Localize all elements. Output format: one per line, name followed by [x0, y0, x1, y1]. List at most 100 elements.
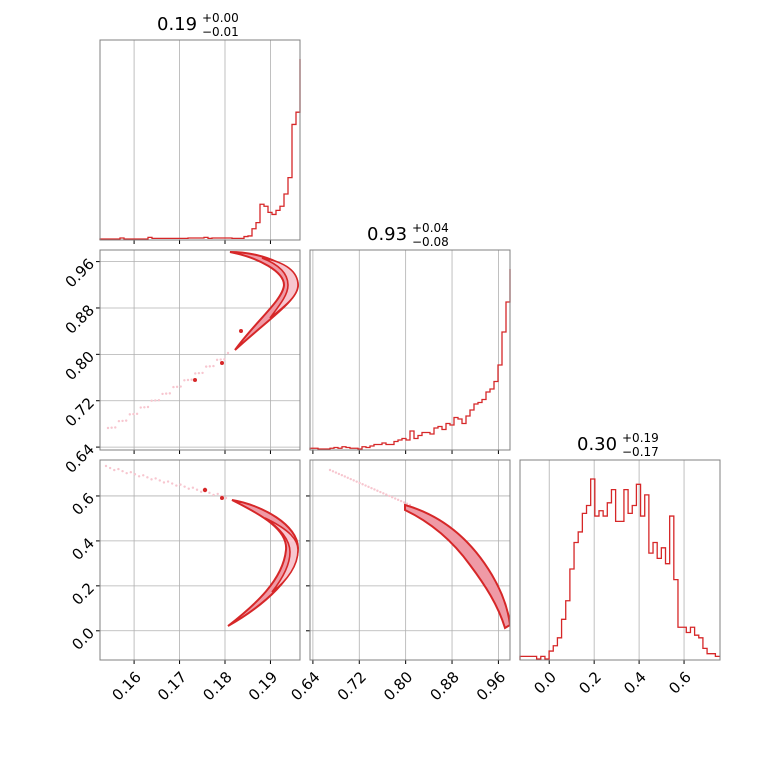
- title-minus-2: −0.08: [412, 235, 449, 249]
- sample-point: [396, 498, 400, 502]
- contour-blob: [202, 487, 208, 493]
- sample-point: [393, 497, 397, 500]
- title-median-3: 0.30: [577, 434, 617, 455]
- sample-point: [212, 364, 215, 368]
- sample-point: [382, 492, 385, 495]
- sample-point: [379, 490, 382, 494]
- sample-point: [343, 475, 347, 478]
- sample-point: [405, 502, 409, 505]
- contour-inner: [264, 517, 299, 593]
- y-tick-label: 0.2: [68, 579, 98, 609]
- title-minus-1: −0.01: [202, 25, 239, 39]
- sample-point: [139, 406, 142, 409]
- y-tick-label: 0.0: [68, 624, 98, 654]
- contour-inner: [261, 257, 299, 319]
- contour-blob: [220, 496, 224, 500]
- sample-point: [358, 481, 361, 485]
- sample-point: [175, 385, 179, 389]
- sample-point: [376, 489, 379, 492]
- sample-point: [391, 496, 394, 499]
- sample-point: [199, 490, 203, 493]
- density-layer: [328, 468, 510, 630]
- sample-point: [133, 473, 137, 476]
- sample-point: [113, 468, 116, 472]
- sample-point: [164, 392, 168, 395]
- sample-point: [215, 358, 219, 362]
- y-tick-label: 0.4: [68, 534, 98, 564]
- x-tick-label: 0.4: [620, 668, 650, 698]
- sample-point: [346, 476, 349, 479]
- sample-point: [388, 494, 391, 498]
- x-tick-label: 0.80: [380, 668, 416, 704]
- x-tick-label: 0.19: [245, 668, 281, 704]
- sample-point: [201, 371, 204, 375]
- sample-point: [212, 493, 215, 497]
- sample-point: [137, 475, 141, 478]
- contour-blob: [193, 378, 197, 382]
- sample-point: [334, 471, 338, 474]
- sample-point: [197, 371, 201, 375]
- title-minus-3: −0.17: [622, 445, 659, 459]
- sample-point: [129, 471, 133, 474]
- density-layer: [104, 464, 300, 627]
- sample-point: [370, 486, 373, 490]
- panel-r1-c1: [99, 39, 301, 244]
- x-tick-label: 0.18: [199, 668, 235, 704]
- sample-point: [191, 486, 195, 489]
- density-layer: [106, 251, 300, 430]
- sample-point: [142, 474, 145, 477]
- sample-point: [208, 491, 211, 495]
- panel-frame: [99, 39, 301, 241]
- sample-point: [168, 392, 172, 395]
- sample-point: [146, 405, 150, 409]
- x-tick-label: 0.2: [575, 668, 605, 698]
- panel-r3-c1: [96, 459, 301, 664]
- sample-point: [158, 479, 161, 482]
- sample-point: [143, 406, 146, 409]
- sample-point: [154, 399, 157, 402]
- panel-r3-c3: [519, 459, 721, 664]
- sample-point: [328, 468, 332, 472]
- panel-r2-c2: [309, 249, 511, 454]
- sample-point: [146, 476, 149, 479]
- x-tick-label: 0.88: [426, 668, 462, 704]
- histogram-step: [519, 478, 720, 660]
- sample-point: [373, 488, 376, 491]
- x-tick-label: 0.72: [334, 668, 370, 704]
- panel-r3-c2: [306, 459, 511, 664]
- histogram-step: [99, 59, 301, 240]
- sample-point: [355, 480, 358, 483]
- title-median-2: 0.93: [367, 224, 407, 245]
- sample-point: [186, 378, 190, 382]
- panel-frame: [519, 459, 721, 661]
- sample-point: [361, 483, 364, 486]
- sample-point: [183, 485, 186, 488]
- sample-point: [125, 471, 128, 475]
- panel-r2-c1: [96, 249, 301, 454]
- sample-point: [171, 482, 174, 485]
- sample-point: [216, 492, 219, 496]
- sample-point: [183, 379, 186, 382]
- sample-point: [402, 501, 406, 504]
- sample-point: [399, 499, 403, 503]
- sample-point: [108, 466, 112, 470]
- y-tick-label: 0.64: [62, 440, 98, 476]
- contour-outer: [404, 503, 510, 630]
- title-plus-2: +0.04: [412, 221, 449, 235]
- sample-point: [157, 398, 161, 402]
- contour-blob: [220, 361, 224, 365]
- sample-point: [367, 485, 370, 489]
- panel-titles: 0.19 +0.00 −0.01 0.93 +0.04 −0.08 0.30 +…: [157, 11, 659, 459]
- sample-point: [106, 426, 110, 430]
- sample-point: [223, 358, 226, 361]
- sample-point: [162, 481, 166, 484]
- sample-point: [154, 477, 157, 480]
- sample-point: [150, 478, 153, 481]
- sample-point: [124, 419, 128, 422]
- sample-point: [179, 483, 182, 486]
- contour-blob: [239, 329, 243, 333]
- sample-point: [352, 479, 355, 482]
- sample-point: [194, 372, 197, 375]
- y-tick-label: 0.80: [62, 348, 98, 384]
